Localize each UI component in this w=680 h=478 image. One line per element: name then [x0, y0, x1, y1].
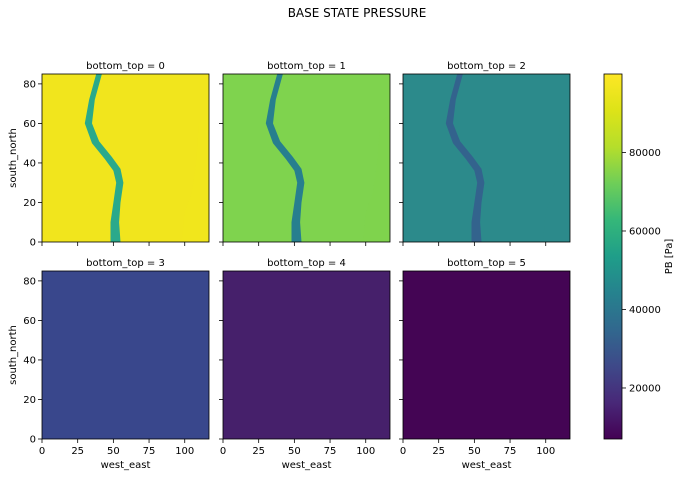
ocean-region — [42, 74, 117, 242]
x-axis-label: west_east — [462, 460, 512, 471]
y-tick-label: 20 — [23, 395, 36, 406]
colorbar-tick-label: 20000 — [629, 383, 661, 394]
panel-title: bottom_top = 1 — [267, 61, 346, 72]
colorbar-tick-label: 40000 — [629, 305, 661, 316]
y-tick-label: 40 — [23, 355, 36, 366]
x-tick-label: 75 — [324, 446, 337, 457]
panel-title: bottom_top = 4 — [267, 258, 346, 269]
x-tick-label: 0 — [39, 446, 45, 457]
ocean-region — [223, 74, 298, 242]
facet-panel: bottom_top = 3 0 25 50 75 100 0 20 40 60 80 west_ea… — [8, 258, 210, 471]
panel-frame — [402, 270, 571, 440]
colorbar-tick-label: 80000 — [629, 148, 661, 159]
facet-panel: bottom_top = 0 0 20 40 60 80 south_north — [8, 61, 210, 249]
panel-frame — [41, 270, 210, 440]
panel-frame — [41, 73, 210, 243]
y-tick-label: 20 — [23, 198, 36, 209]
facet-panel: bottom_top = 5 0 25 50 75 100 west_east — [399, 258, 571, 471]
panel-frame — [222, 73, 391, 243]
y-axis-label: south_north — [8, 325, 19, 385]
x-tick-label: 100 — [175, 446, 194, 457]
x-tick-label: 25 — [252, 446, 265, 457]
andes-ridge — [265, 74, 305, 242]
panel-heatmap — [223, 271, 390, 439]
colorbar-frame — [603, 73, 623, 440]
andes-ridge — [84, 74, 124, 242]
x-tick-label: 0 — [220, 446, 226, 457]
colorbar-gradient — [604, 74, 622, 439]
lowland-region — [362, 113, 390, 242]
y-tick-label: 40 — [23, 158, 36, 169]
colorbar: 20000 40000 60000 80000 PB [Pa] — [603, 73, 675, 440]
andes-ridge — [445, 74, 485, 242]
x-tick-label: 50 — [107, 446, 120, 457]
x-axis-label: west_east — [101, 460, 151, 471]
lowland-region — [542, 113, 570, 242]
panel-heatmap — [403, 271, 570, 439]
panel-frame — [402, 73, 571, 243]
panel-title: bottom_top = 3 — [86, 258, 165, 269]
x-tick-label: 100 — [536, 446, 555, 457]
colorbar-tick-label: 60000 — [629, 226, 661, 237]
y-tick-label: 0 — [30, 435, 36, 446]
y-tick-label: 60 — [23, 119, 36, 130]
facet-panel: bottom_top = 2 — [399, 61, 571, 246]
y-tick-label: 60 — [23, 316, 36, 327]
facet-panel: bottom_top = 1 — [219, 61, 391, 246]
x-tick-label: 50 — [288, 446, 301, 457]
lowland-region — [181, 113, 209, 242]
x-tick-label: 50 — [468, 446, 481, 457]
y-axis-label: south_north — [8, 128, 19, 188]
x-tick-label: 25 — [432, 446, 445, 457]
x-tick-label: 25 — [71, 446, 84, 457]
facet-panel: bottom_top = 4 0 25 50 75 100 west_east — [219, 258, 391, 471]
ocean-region — [403, 74, 478, 242]
x-tick-label: 0 — [400, 446, 406, 457]
y-tick-label: 80 — [23, 276, 36, 287]
colorbar-label: PB [Pa] — [664, 239, 675, 275]
y-tick-label: 80 — [23, 79, 36, 90]
panel-frame — [222, 270, 391, 440]
x-tick-label: 75 — [143, 446, 156, 457]
panel-heatmap — [42, 271, 209, 439]
figure-title: BASE STATE PRESSURE — [288, 6, 427, 20]
x-tick-label: 100 — [356, 446, 375, 457]
y-tick-label: 0 — [30, 238, 36, 249]
panel-title: bottom_top = 5 — [447, 258, 526, 269]
panel-title: bottom_top = 0 — [86, 61, 165, 72]
x-tick-label: 75 — [504, 446, 517, 457]
facet-grid: bottom_top = 0020406080south_northbottom… — [8, 61, 571, 471]
panel-title: bottom_top = 2 — [447, 61, 526, 72]
x-axis-label: west_east — [282, 460, 332, 471]
